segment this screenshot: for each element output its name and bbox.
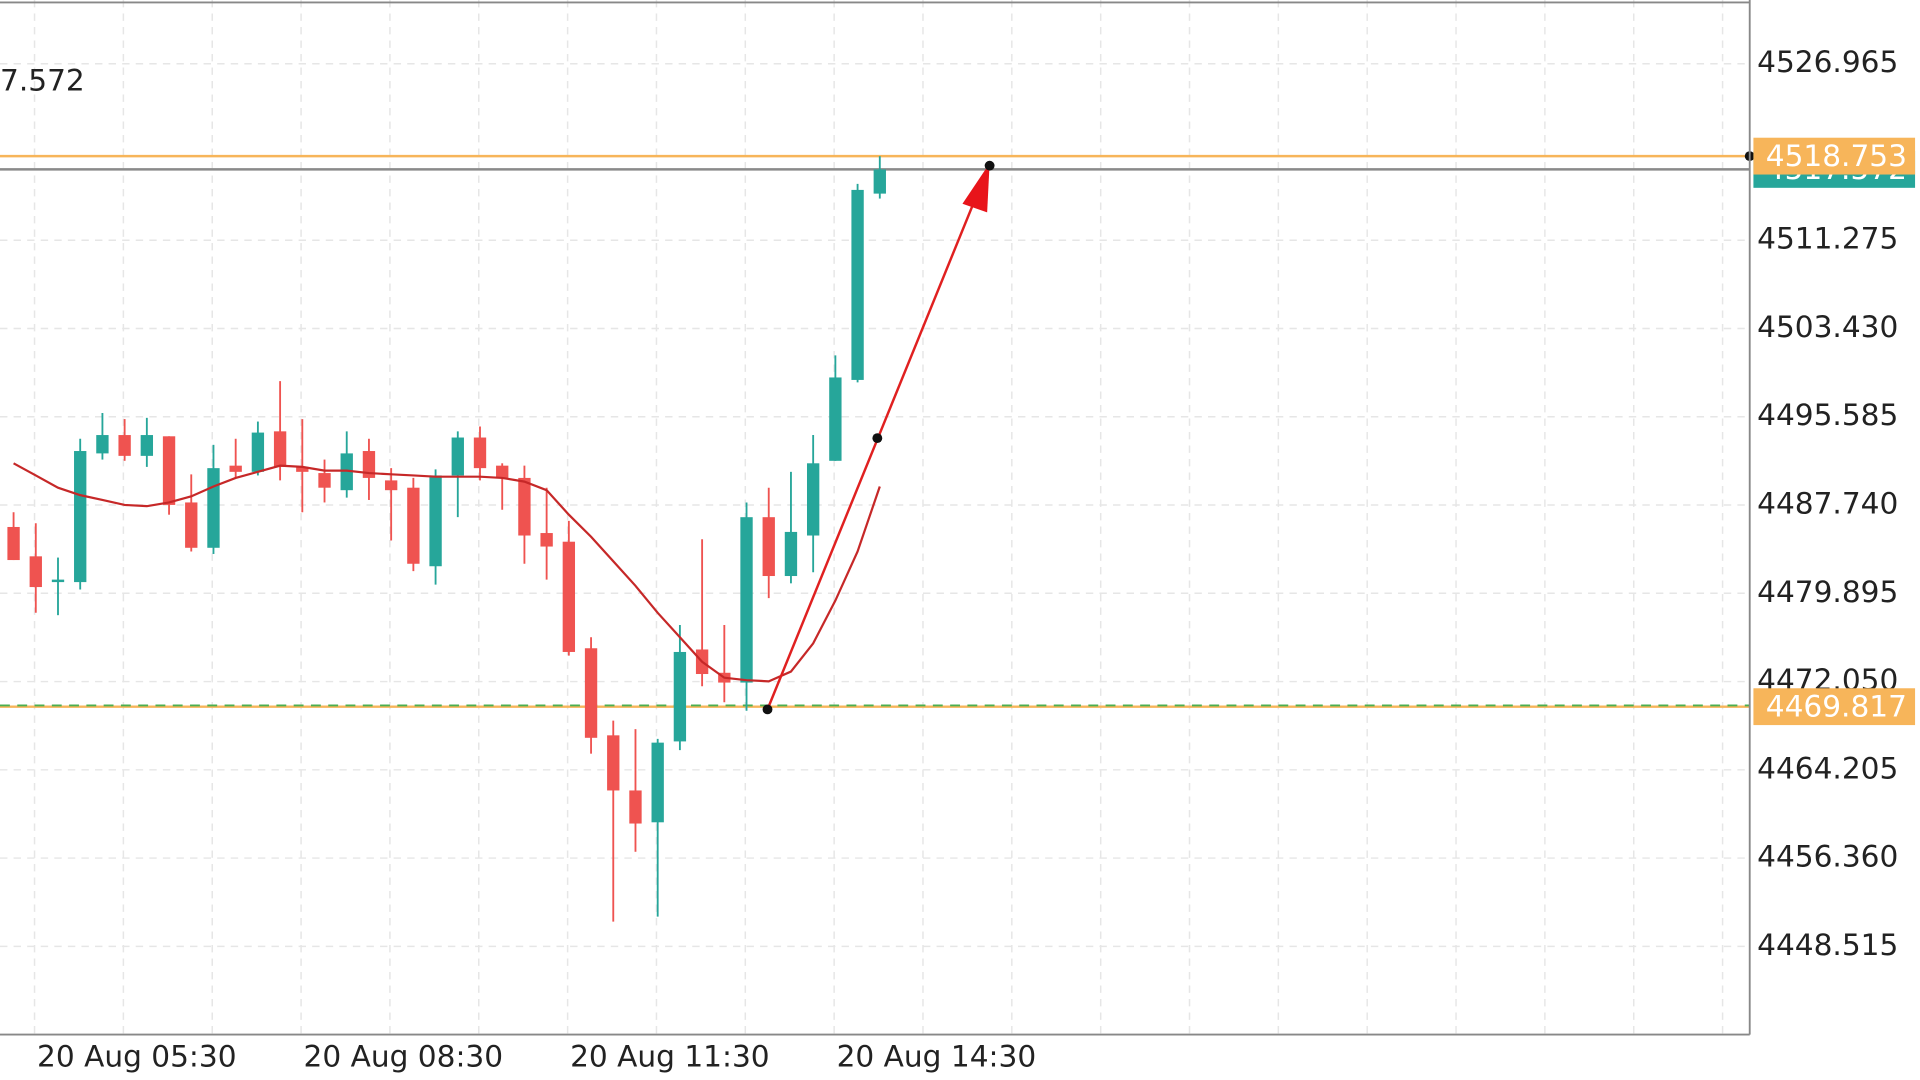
candle-body (429, 475, 442, 567)
price-label: 4518.753 (1766, 139, 1907, 173)
y-tick-label: 4511.275 (1757, 222, 1898, 256)
candle-body (162, 436, 176, 505)
x-tick-label: 20 Aug 08:30 (304, 1039, 504, 1073)
y-tick-label: 4503.430 (1757, 310, 1898, 344)
candle-body (540, 533, 553, 547)
candle-body (362, 451, 376, 478)
candle-body (762, 517, 775, 577)
x-tick-label: 20 Aug 11:30 (570, 1039, 770, 1073)
candle-body (451, 437, 464, 476)
candle-body (873, 169, 886, 194)
candle-body (806, 463, 820, 536)
candle-body (74, 451, 87, 583)
candle-body (518, 477, 531, 536)
moving-average (13, 462, 881, 683)
candle-body (229, 465, 242, 472)
price-label-box (1753, 688, 1916, 726)
candle-body (651, 742, 664, 823)
arrow-head (962, 163, 990, 213)
price-lines (0, 151, 1755, 708)
candles (7, 156, 886, 922)
candle-body (185, 502, 198, 548)
candle-body (496, 465, 509, 478)
y-tick-label: 4487.740 (1757, 487, 1898, 521)
candle-body (207, 468, 220, 548)
candle-body (629, 790, 642, 824)
candle-body (340, 453, 353, 491)
candle-body (673, 651, 687, 742)
candle-body (318, 473, 331, 488)
candle-body (296, 466, 309, 472)
price-label-box (1753, 137, 1916, 175)
anchor-point (762, 704, 773, 715)
candle-body (607, 735, 620, 791)
anchor-point (984, 160, 995, 171)
price-label: 4469.817 (1766, 689, 1907, 723)
axes: 4526.965 4511.275 4503.430 4495.585 4487.740… (37, 45, 1898, 1073)
ma-line (13, 462, 881, 683)
candle-body (29, 556, 42, 588)
y-tick-label: 4479.895 (1757, 575, 1898, 609)
candle-body (851, 189, 864, 380)
x-tick-label: 20 Aug 05:30 (37, 1039, 237, 1073)
candle-body (407, 487, 420, 564)
y-tick-label: 4456.360 (1757, 840, 1898, 874)
x-tick-label: 20 Aug 14:30 (837, 1039, 1037, 1073)
candle-body (473, 437, 487, 469)
anchor-point (872, 433, 883, 444)
header-value: 7.572 (0, 64, 85, 98)
candle-body (784, 531, 798, 577)
candle-body (562, 541, 576, 652)
candle-body (96, 435, 109, 454)
candle-body (273, 431, 287, 467)
y-tick-label: 4464.205 (1757, 751, 1898, 785)
y-tick-label: 4495.585 (1757, 398, 1898, 432)
candle-body (829, 377, 842, 461)
candle-body (51, 579, 65, 583)
candle-body (7, 526, 20, 561)
trend-arrow (762, 160, 995, 715)
y-tick-label: 4526.965 (1757, 45, 1898, 79)
candle-body (584, 648, 598, 738)
arrow-line (766, 193, 979, 710)
y-tick-label: 4448.515 (1757, 928, 1898, 962)
candle-body (384, 480, 398, 491)
candle-body (140, 435, 154, 456)
candle-body (118, 435, 131, 456)
grid (0, 0, 1750, 1035)
candle-body (251, 432, 265, 472)
candle-body (740, 517, 753, 683)
